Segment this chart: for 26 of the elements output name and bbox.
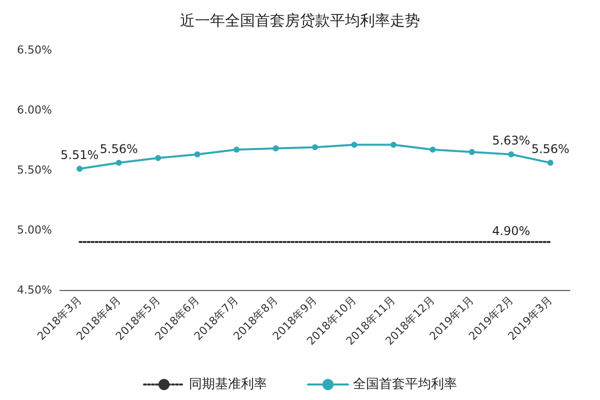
point: [547, 160, 554, 166]
point: [155, 155, 162, 161]
y-tick-label: 6.50%: [17, 44, 52, 56]
data-label: 5.56%: [531, 142, 570, 156]
point: [234, 146, 240, 153]
legend-label: 全国首套平均利率: [353, 376, 457, 392]
point: [508, 151, 514, 158]
y-tick-label: 4.50%: [17, 284, 52, 296]
point: [468, 149, 475, 155]
point: [194, 151, 200, 158]
point: [351, 142, 358, 148]
legend-label: 同期基准利率: [189, 376, 267, 392]
point: [312, 144, 318, 150]
point: [430, 146, 436, 153]
y-tick-label: 5.00%: [17, 224, 52, 236]
data-label: 5.63%: [492, 133, 530, 148]
data-label: 5.51%: [60, 148, 99, 162]
data-label: 5.56%: [100, 142, 138, 156]
y-tick-label: 6.00%: [17, 104, 52, 116]
point: [116, 160, 122, 166]
chart-title: 近一年全国首套房贷款平均利率走势: [180, 12, 420, 30]
point: [272, 145, 279, 152]
y-tick-label: 5.50%: [17, 164, 52, 176]
point: [76, 166, 83, 172]
data-label: 4.90%: [492, 224, 530, 238]
point: [390, 142, 396, 148]
